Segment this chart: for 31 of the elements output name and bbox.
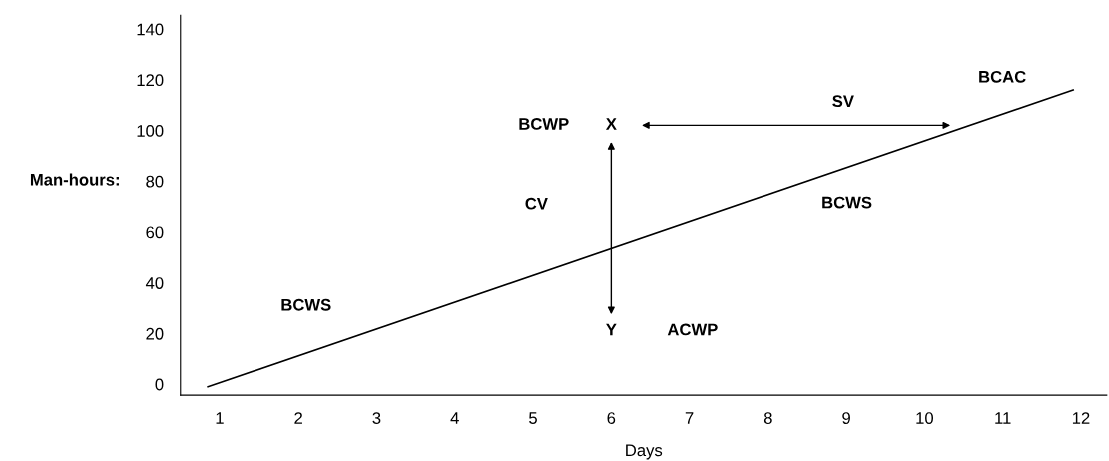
x-tick-label: 11	[995, 412, 1011, 424]
x-tick-label: 3	[372, 412, 381, 424]
annotation: CV	[525, 197, 548, 210]
y-axis-title: Man-hours:	[30, 173, 119, 186]
x-tick-label: 1	[216, 412, 224, 424]
annotation: ACWP	[667, 323, 718, 336]
x-axis-title: Days	[626, 444, 663, 460]
x-tick-label: 4	[450, 412, 459, 424]
x-tick-label: 9	[842, 412, 850, 424]
annotation: BCAC	[979, 70, 1026, 83]
x-tick-label: 2	[294, 412, 302, 424]
annotation: BCWS	[822, 196, 872, 209]
x-tick-label: 5	[529, 412, 537, 424]
y-tick-label: 120	[137, 74, 164, 87]
x-tick-label: 6	[607, 412, 616, 424]
annotation: Y	[606, 323, 617, 336]
y-tick-label: 0	[155, 378, 164, 391]
x-tick-label: 8	[763, 412, 772, 424]
y-tick-label: 60	[146, 226, 164, 239]
x-tick-label: 7	[685, 412, 694, 424]
x-tick-label: 10	[916, 412, 934, 424]
y-tick-label: 20	[146, 327, 164, 340]
annotation: BCWP	[519, 118, 569, 130]
annotation: X	[605, 118, 617, 130]
annotation: BCWS	[281, 298, 331, 311]
annotation: SV	[832, 95, 854, 108]
y-tick-label: 40	[145, 277, 164, 289]
x-tick-label: 12	[1072, 412, 1090, 424]
y-tick-label: 100	[137, 124, 164, 137]
y-tick-label: 140	[137, 23, 164, 36]
y-tick-label: 80	[146, 175, 164, 188]
